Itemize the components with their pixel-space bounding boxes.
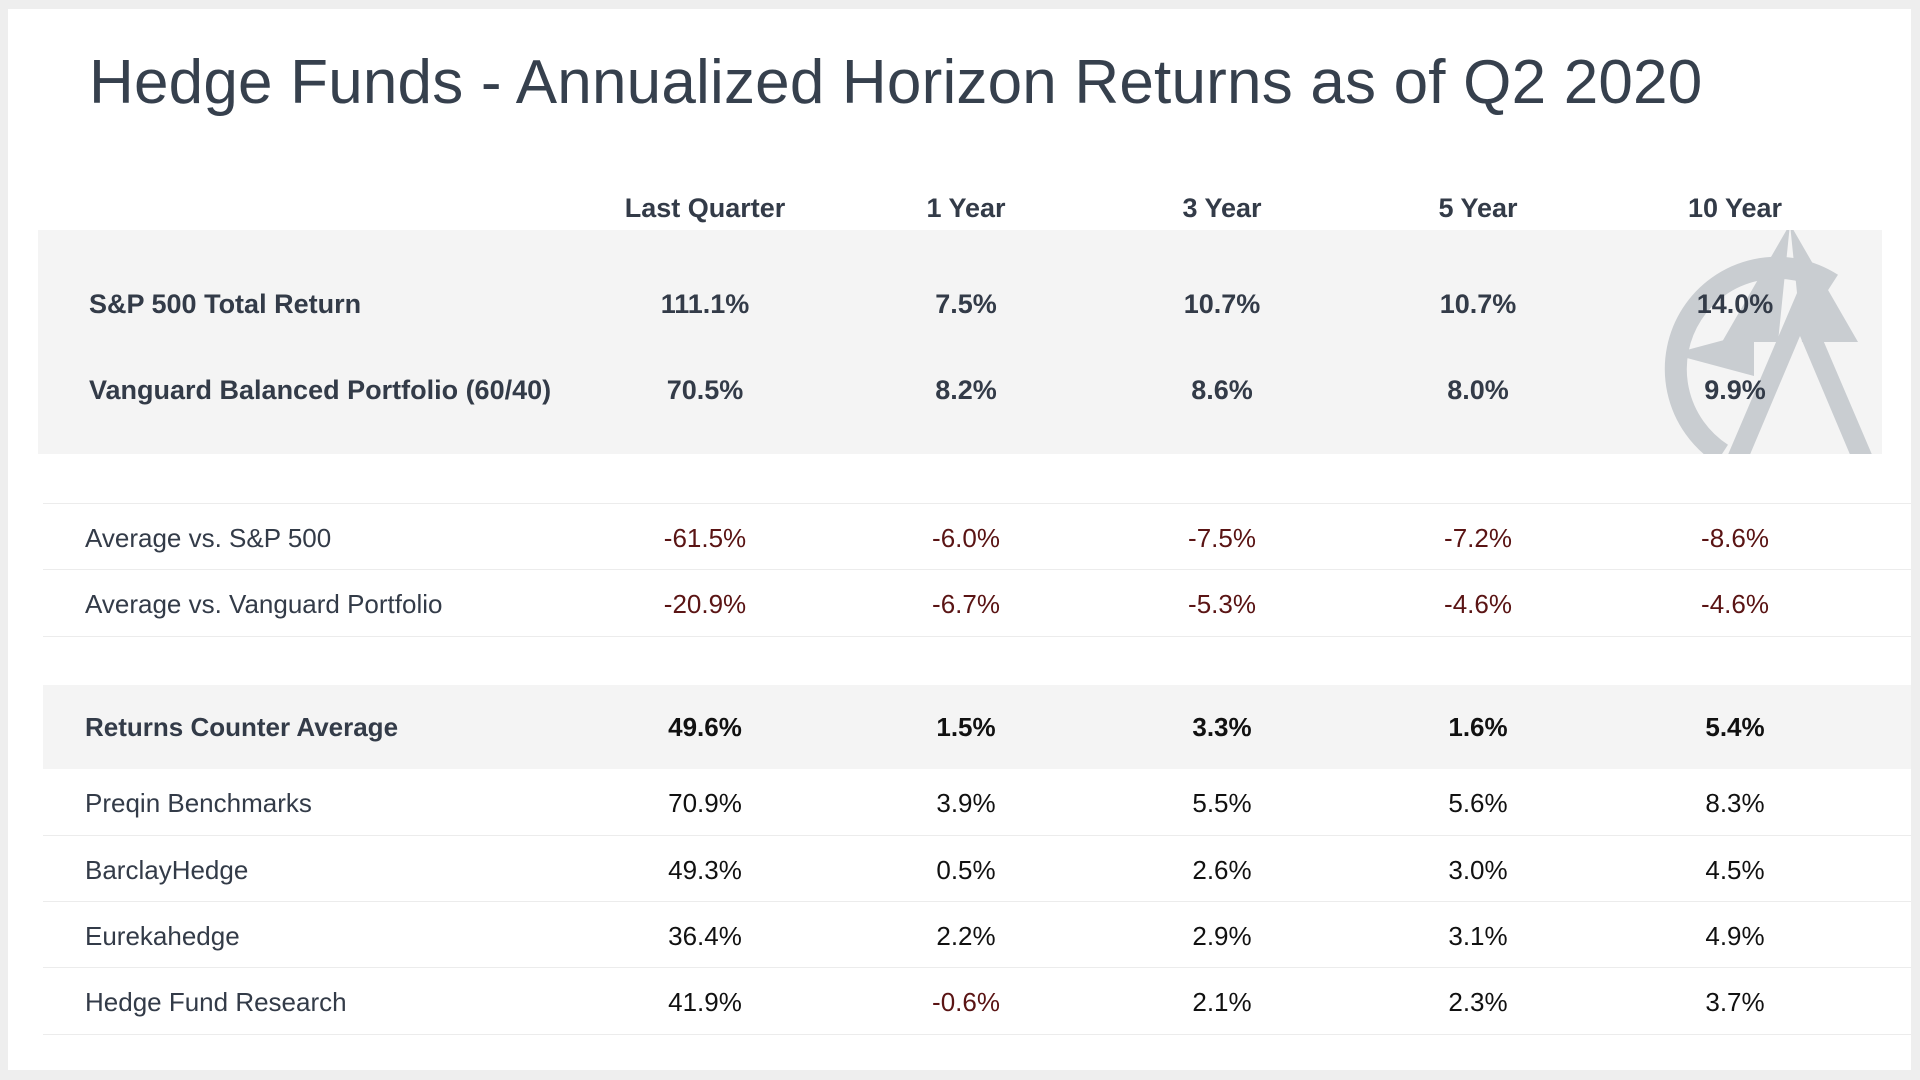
source-row-preqin: Preqin Benchmarks 70.9% 3.9% 5.5% 5.6% 8… — [43, 769, 1911, 835]
value-cell: -0.6% — [932, 987, 1000, 1017]
benchmark-row-sp500: S&P 500 Total Return 111.1% 7.5% 10.7% 1… — [38, 289, 1882, 325]
value-cell: 36.4% — [668, 921, 742, 951]
value-cell: 2.9% — [1192, 921, 1252, 951]
row-label: S&P 500 Total Return — [89, 289, 362, 319]
value-cell: 2.6% — [1192, 855, 1252, 885]
column-header-last-quarter: Last Quarter — [624, 193, 786, 223]
value-cell: 10.7% — [1439, 289, 1517, 319]
row-label: Preqin Benchmarks — [85, 788, 312, 818]
value-cell: 2.1% — [1192, 987, 1252, 1017]
value-cell: 8.0% — [1447, 375, 1509, 405]
value-cell: 5.4% — [1705, 712, 1765, 742]
source-row-hedge-fund-research: Hedge Fund Research 41.9% -0.6% 2.1% 2.3… — [43, 967, 1911, 1035]
value-cell: -5.3% — [1188, 589, 1256, 619]
comparison-row-sp500: Average vs. S&P 500 -61.5% -6.0% -7.5% -… — [43, 503, 1911, 570]
value-cell: 7.5% — [935, 289, 997, 319]
column-header-5-year: 5 Year — [1438, 193, 1518, 223]
benchmark-panel: S&P 500 Total Return 111.1% 7.5% 10.7% 1… — [38, 230, 1882, 454]
value-cell: 4.9% — [1705, 921, 1765, 951]
comparison-row-vanguard: Average vs. Vanguard Portfolio -20.9% -6… — [43, 569, 1911, 637]
value-cell: -6.7% — [932, 589, 1000, 619]
row-label: Hedge Fund Research — [85, 987, 347, 1017]
row-label: Eurekahedge — [85, 921, 240, 951]
source-row-eurekahedge: Eurekahedge 36.4% 2.2% 2.9% 3.1% 4.9% — [43, 901, 1911, 968]
value-cell: -4.6% — [1444, 589, 1512, 619]
value-cell: 1.6% — [1448, 712, 1508, 742]
value-cell: 5.5% — [1192, 788, 1252, 818]
source-row-barclayhedge: BarclayHedge 49.3% 0.5% 2.6% 3.0% 4.5% — [43, 835, 1911, 902]
value-cell: -61.5% — [663, 523, 747, 553]
column-header-3-year: 3 Year — [1182, 193, 1262, 223]
average-row: Returns Counter Average 49.6% 1.5% 3.3% … — [43, 685, 1911, 769]
value-cell: 70.5% — [666, 375, 744, 405]
value-cell: 3.1% — [1448, 921, 1508, 951]
page-title: Hedge Funds - Annualized Horizon Returns… — [89, 48, 1703, 117]
value-cell: 10.7% — [1183, 289, 1261, 319]
report-page: Hedge Funds - Annualized Horizon Returns… — [8, 9, 1911, 1070]
column-header-row: Last Quarter 1 Year 3 Year 5 Year 10 Yea… — [8, 193, 1911, 229]
row-label: Vanguard Balanced Portfolio (60/40) — [89, 375, 552, 405]
value-cell: 14.0% — [1696, 289, 1774, 319]
value-cell: -7.5% — [1188, 523, 1256, 553]
value-cell: 8.6% — [1191, 375, 1253, 405]
value-cell: 41.9% — [668, 987, 742, 1017]
value-cell: 2.3% — [1448, 987, 1508, 1017]
value-cell: 0.5% — [936, 855, 996, 885]
value-cell: 111.1% — [660, 289, 750, 319]
value-cell: 3.9% — [936, 788, 996, 818]
row-label: BarclayHedge — [85, 855, 249, 885]
value-cell: 4.5% — [1705, 855, 1765, 885]
row-label: Returns Counter Average — [85, 712, 399, 742]
value-cell: 49.3% — [668, 855, 742, 885]
value-cell: -6.0% — [932, 523, 1000, 553]
value-cell: -7.2% — [1444, 523, 1512, 553]
value-cell: 8.2% — [935, 375, 997, 405]
value-cell: 3.3% — [1192, 712, 1252, 742]
row-label: Average vs. Vanguard Portfolio — [85, 589, 443, 619]
value-cell: -20.9% — [663, 589, 747, 619]
compass-logo-icon — [1664, 230, 1872, 454]
value-cell: 70.9% — [668, 788, 742, 818]
column-header-1-year: 1 Year — [926, 193, 1006, 223]
value-cell: 1.5% — [936, 712, 996, 742]
value-cell: 3.7% — [1705, 987, 1765, 1017]
value-cell: 8.3% — [1705, 788, 1765, 818]
value-cell: 9.9% — [1704, 375, 1766, 405]
value-cell: 49.6% — [668, 712, 742, 742]
row-label: Average vs. S&P 500 — [85, 523, 332, 553]
value-cell: 5.6% — [1448, 788, 1508, 818]
value-cell: 3.0% — [1448, 855, 1508, 885]
value-cell: 2.2% — [936, 921, 996, 951]
value-cell: -8.6% — [1701, 523, 1769, 553]
benchmark-row-vanguard: Vanguard Balanced Portfolio (60/40) 70.5… — [38, 375, 1882, 411]
column-header-10-year: 10 Year — [1687, 193, 1783, 223]
value-cell: -4.6% — [1701, 589, 1769, 619]
